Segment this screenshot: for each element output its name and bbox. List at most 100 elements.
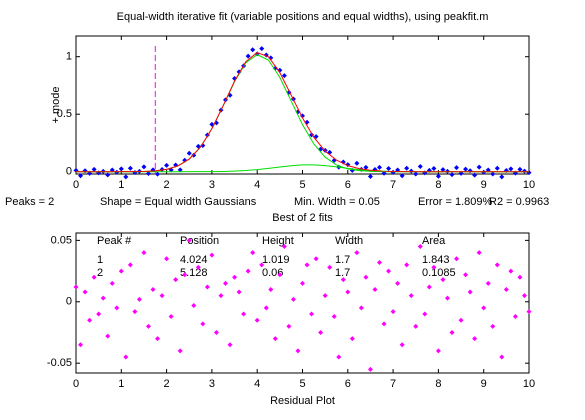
data-point <box>78 342 84 348</box>
data-point <box>164 162 170 168</box>
data-point <box>354 250 360 256</box>
data-point <box>281 73 287 79</box>
data-point <box>521 293 527 299</box>
data-point <box>336 354 342 360</box>
data-point <box>259 262 265 268</box>
data-point <box>435 348 441 354</box>
data-point <box>508 166 514 172</box>
data-point <box>250 47 256 53</box>
x-tick-label: 2 <box>164 378 170 390</box>
data-point <box>490 323 496 329</box>
data-point <box>413 171 419 177</box>
data-point <box>521 168 527 174</box>
data-point <box>100 295 106 301</box>
table-header: Peak # <box>97 235 132 247</box>
data-point <box>78 173 84 179</box>
data-point <box>132 309 138 315</box>
y-tick-label: -0.05 <box>47 357 72 369</box>
data-point <box>96 311 102 317</box>
data-point <box>331 314 337 320</box>
x-tick-label: 9 <box>481 179 487 191</box>
x-tick-label: 8 <box>435 378 441 390</box>
fit-info: Min. Width = 0.05 <box>294 196 380 208</box>
axes-frame <box>75 35 530 175</box>
chart-title: Equal-width iterative fit (variable posi… <box>117 11 489 23</box>
x-tick-label: 9 <box>481 378 487 390</box>
x-tick-label: 10 <box>523 378 535 390</box>
data-point <box>173 277 179 283</box>
x-tick-label: 1 <box>118 378 124 390</box>
x-tick-label: 6 <box>345 378 351 390</box>
table-cell: 0.1085 <box>422 267 456 279</box>
data-point <box>358 305 364 311</box>
x-tick-label: 0 <box>73 378 79 390</box>
data-point <box>408 168 414 174</box>
data-point <box>200 142 206 148</box>
table-cell: 5.128 <box>180 267 208 279</box>
data-point <box>426 284 432 290</box>
data-point <box>136 296 142 302</box>
data-point <box>313 256 319 262</box>
data-point <box>309 311 315 317</box>
data-point <box>127 262 133 268</box>
data-point <box>367 366 373 372</box>
data-point <box>463 272 469 278</box>
data-point <box>363 274 369 280</box>
table-header: Position <box>180 235 219 247</box>
data-point <box>277 272 283 278</box>
y-tick-label: 0 <box>66 166 72 178</box>
x-tick-label: 4 <box>254 179 260 191</box>
data-point <box>186 150 192 156</box>
data-point <box>390 309 396 315</box>
data-point <box>481 169 487 175</box>
table-header: Height <box>262 235 294 247</box>
data-point <box>322 293 328 299</box>
y-tick-label: 0.5 <box>57 108 72 120</box>
data-point <box>182 272 188 278</box>
data-point <box>340 277 346 283</box>
table-cell: 1.7 <box>335 267 350 279</box>
data-point <box>345 289 351 295</box>
data-point <box>431 264 437 270</box>
data-point <box>127 165 133 171</box>
data-point <box>431 165 437 171</box>
data-point <box>399 173 405 179</box>
data-point <box>91 274 97 280</box>
data-point <box>109 280 115 286</box>
data-point <box>367 174 373 180</box>
data-point <box>114 305 120 311</box>
data-point <box>177 167 183 173</box>
data-point <box>494 165 500 171</box>
data-point <box>254 317 260 323</box>
y-tick-label: 1 <box>66 51 72 63</box>
data-point <box>286 323 292 329</box>
data-point <box>268 286 274 292</box>
y-tick-label: 0.05 <box>51 234 72 246</box>
data-point <box>141 250 147 256</box>
data-point <box>417 164 423 170</box>
data-point <box>454 165 460 171</box>
data-point <box>222 280 228 286</box>
data-point <box>499 354 505 360</box>
data-point <box>87 317 93 323</box>
table-cell: 1 <box>97 254 103 266</box>
data-point <box>118 268 124 274</box>
data-point <box>191 152 197 158</box>
data-point <box>472 172 478 178</box>
data-point <box>155 336 161 342</box>
data-point <box>327 264 333 270</box>
data-point <box>422 311 428 317</box>
data-point <box>272 336 278 342</box>
data-point <box>164 256 170 262</box>
data-point <box>245 268 251 274</box>
data-point <box>300 280 305 286</box>
x-tick-label: 3 <box>209 378 215 390</box>
table-cell: 1.019 <box>262 254 290 266</box>
data-point <box>114 169 120 175</box>
data-point <box>159 293 165 299</box>
data-point <box>444 295 450 301</box>
data-point <box>458 317 464 323</box>
data-point <box>404 262 410 268</box>
data-point <box>227 342 233 348</box>
